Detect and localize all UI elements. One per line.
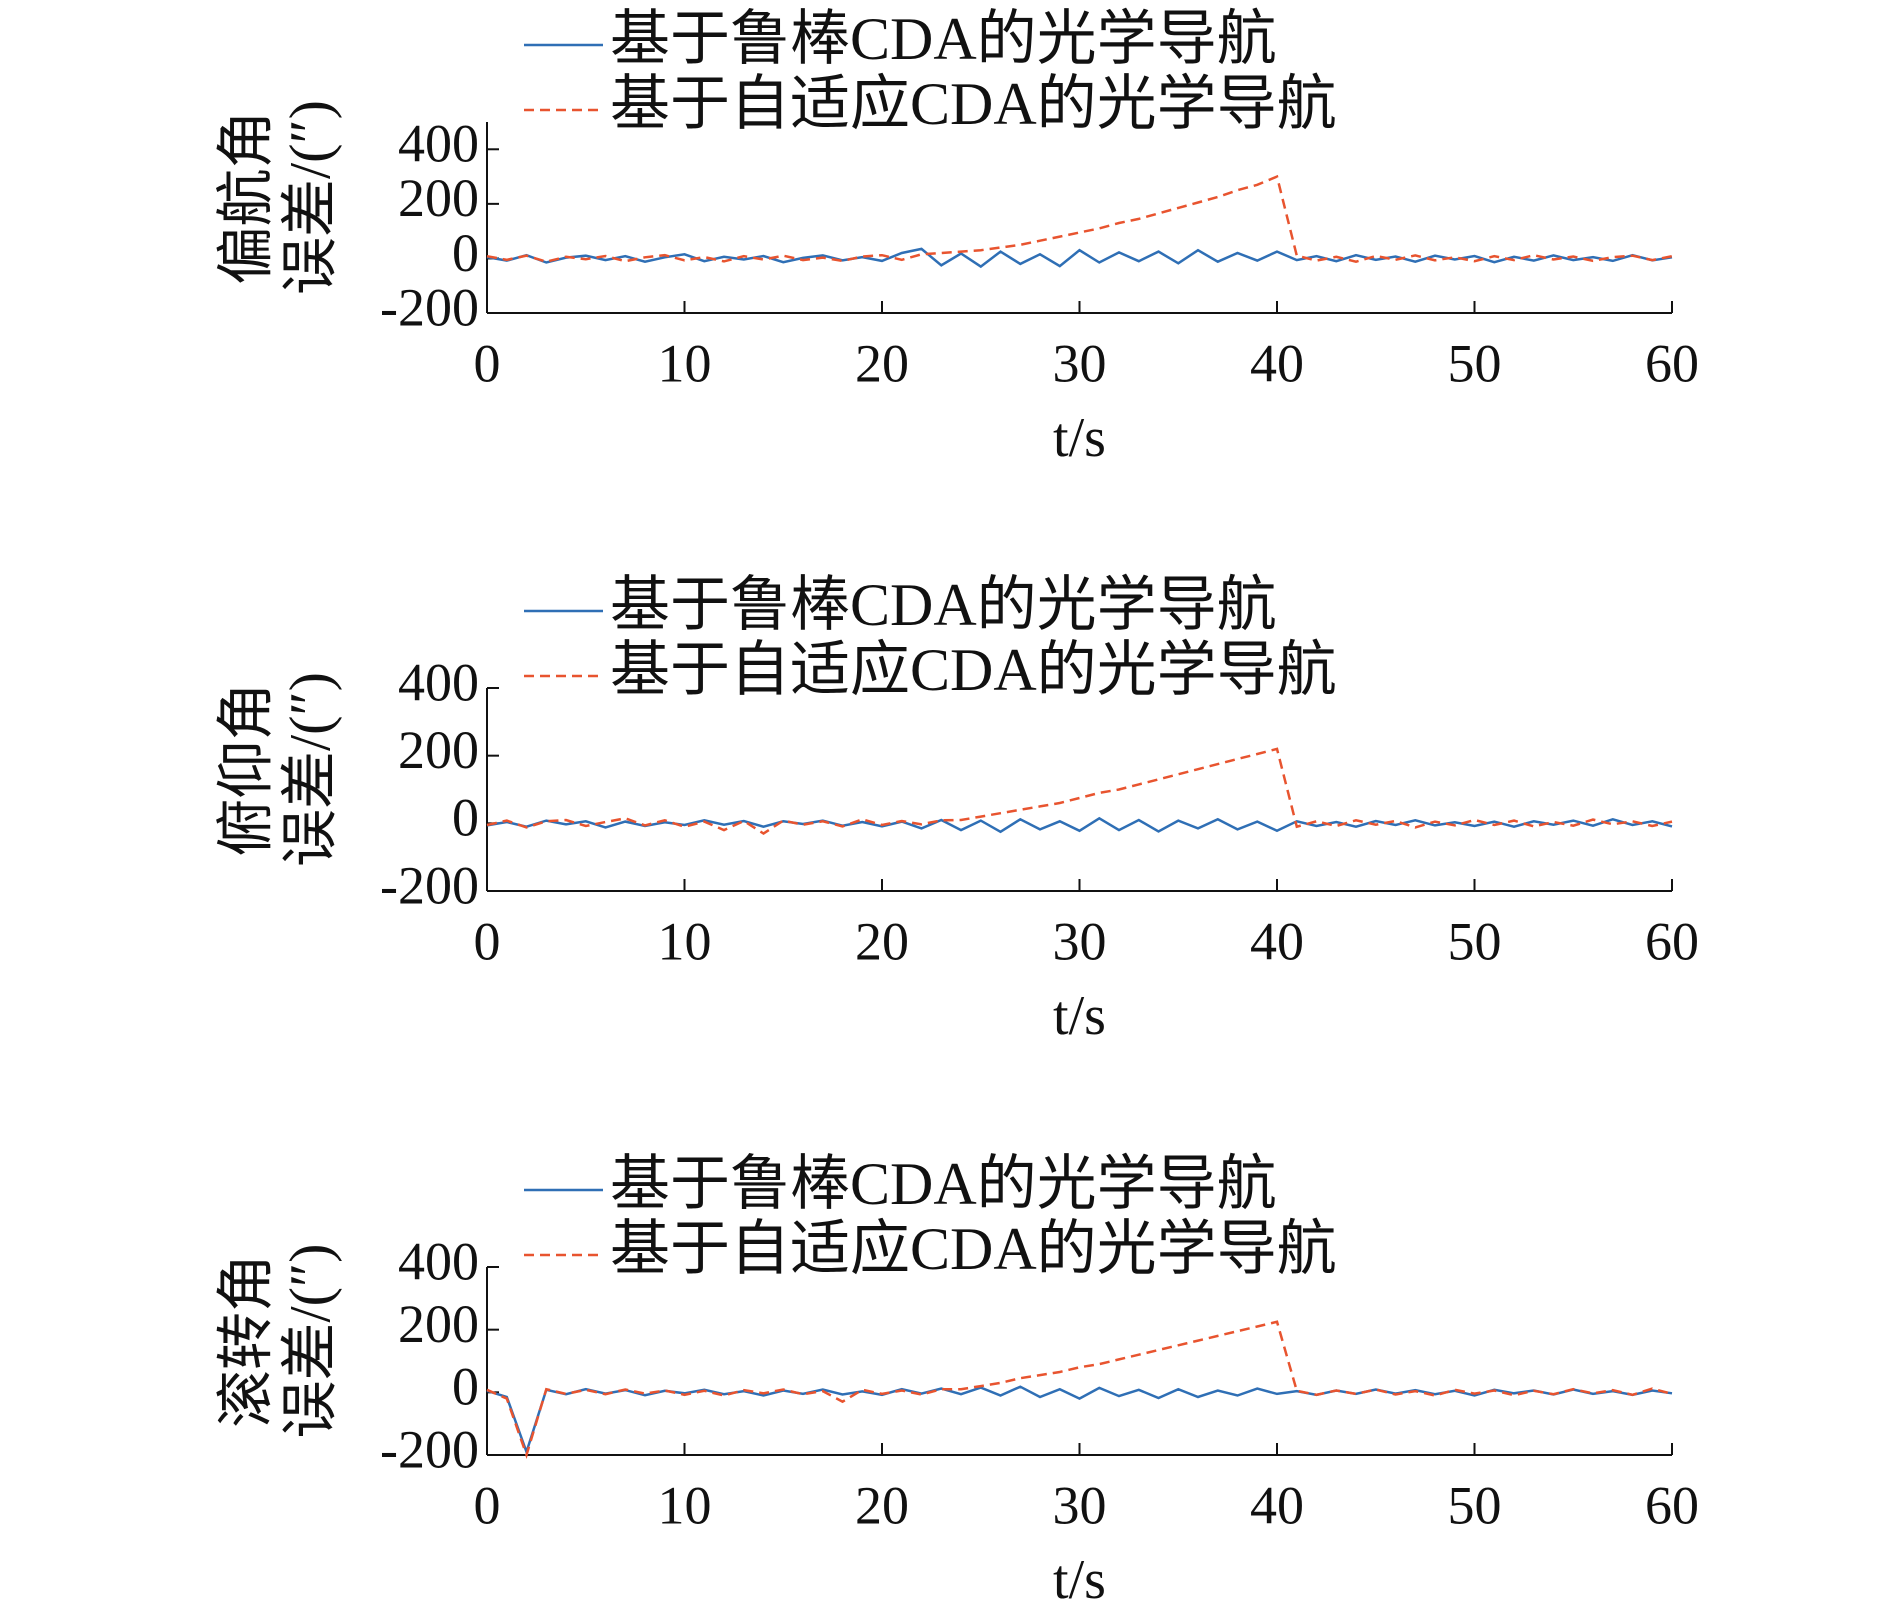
y-tick-label: 0: [452, 223, 479, 283]
y-tick-label: 0: [452, 1357, 479, 1417]
x-tick-label: 0: [474, 911, 501, 971]
x-tick-label: 20: [855, 333, 909, 393]
y-tick-label: 0: [452, 788, 479, 848]
legend-label: 基于自适应CDA的光学导航: [610, 1216, 1337, 1282]
y-axis-label: 误差/(″): [277, 672, 342, 867]
x-tick-label: 10: [658, 911, 712, 971]
series-line: [486, 174, 1673, 263]
x-tick-label: 30: [1053, 333, 1107, 393]
legend-label: 基于自适应CDA的光学导航: [610, 71, 1337, 137]
legend-label: 基于鲁棒CDA的光学导航: [610, 6, 1277, 72]
x-tick-label: 20: [855, 1475, 909, 1535]
series-line: [486, 1385, 1673, 1456]
y-tick-label: 200: [398, 1294, 479, 1354]
x-tick-label: 30: [1053, 1475, 1107, 1535]
x-tick-label: 50: [1448, 911, 1502, 971]
y-tick-label: -200: [380, 277, 479, 337]
x-tick-label: 30: [1053, 911, 1107, 971]
x-tick-label: 20: [855, 911, 909, 971]
y-tick-label: 400: [398, 1231, 479, 1291]
legend-label: 基于鲁棒CDA的光学导航: [610, 572, 1277, 638]
x-axis-label: t/s: [1053, 407, 1106, 469]
x-tick-label: 50: [1448, 1475, 1502, 1535]
y-tick-label: -200: [380, 1419, 479, 1479]
x-tick-label: 0: [474, 1475, 501, 1535]
y-axis-label: 俯仰角: [213, 682, 278, 856]
x-tick-label: 40: [1250, 911, 1304, 971]
x-tick-label: 60: [1645, 333, 1699, 393]
x-tick-label: 40: [1250, 333, 1304, 393]
legend-label: 基于自适应CDA的光学导航: [610, 637, 1337, 703]
x-tick-label: 60: [1645, 1475, 1699, 1535]
x-axis-label: t/s: [1053, 1549, 1106, 1602]
x-axis-label: t/s: [1053, 985, 1106, 1047]
x-tick-label: 0: [474, 333, 501, 393]
y-axis-label: 误差/(″): [277, 1244, 342, 1439]
y-tick-label: 400: [398, 652, 479, 712]
y-tick-label: -200: [380, 855, 479, 915]
series-line: [486, 247, 1673, 269]
y-tick-label: 200: [398, 720, 479, 780]
y-tick-label: 200: [398, 168, 479, 228]
y-tick-label: 400: [398, 114, 479, 174]
y-axis-label: 偏航角: [213, 110, 278, 284]
x-tick-label: 10: [658, 333, 712, 393]
series-line: [486, 816, 1673, 834]
x-tick-label: 40: [1250, 1475, 1304, 1535]
y-axis-label: 误差/(″): [277, 100, 342, 295]
x-tick-label: 10: [658, 1475, 712, 1535]
x-tick-label: 50: [1448, 333, 1502, 393]
series-line: [486, 1320, 1673, 1460]
x-tick-label: 60: [1645, 911, 1699, 971]
y-axis-label: 滚转角: [213, 1254, 278, 1428]
legend-label: 基于鲁棒CDA的光学导航: [610, 1151, 1277, 1217]
